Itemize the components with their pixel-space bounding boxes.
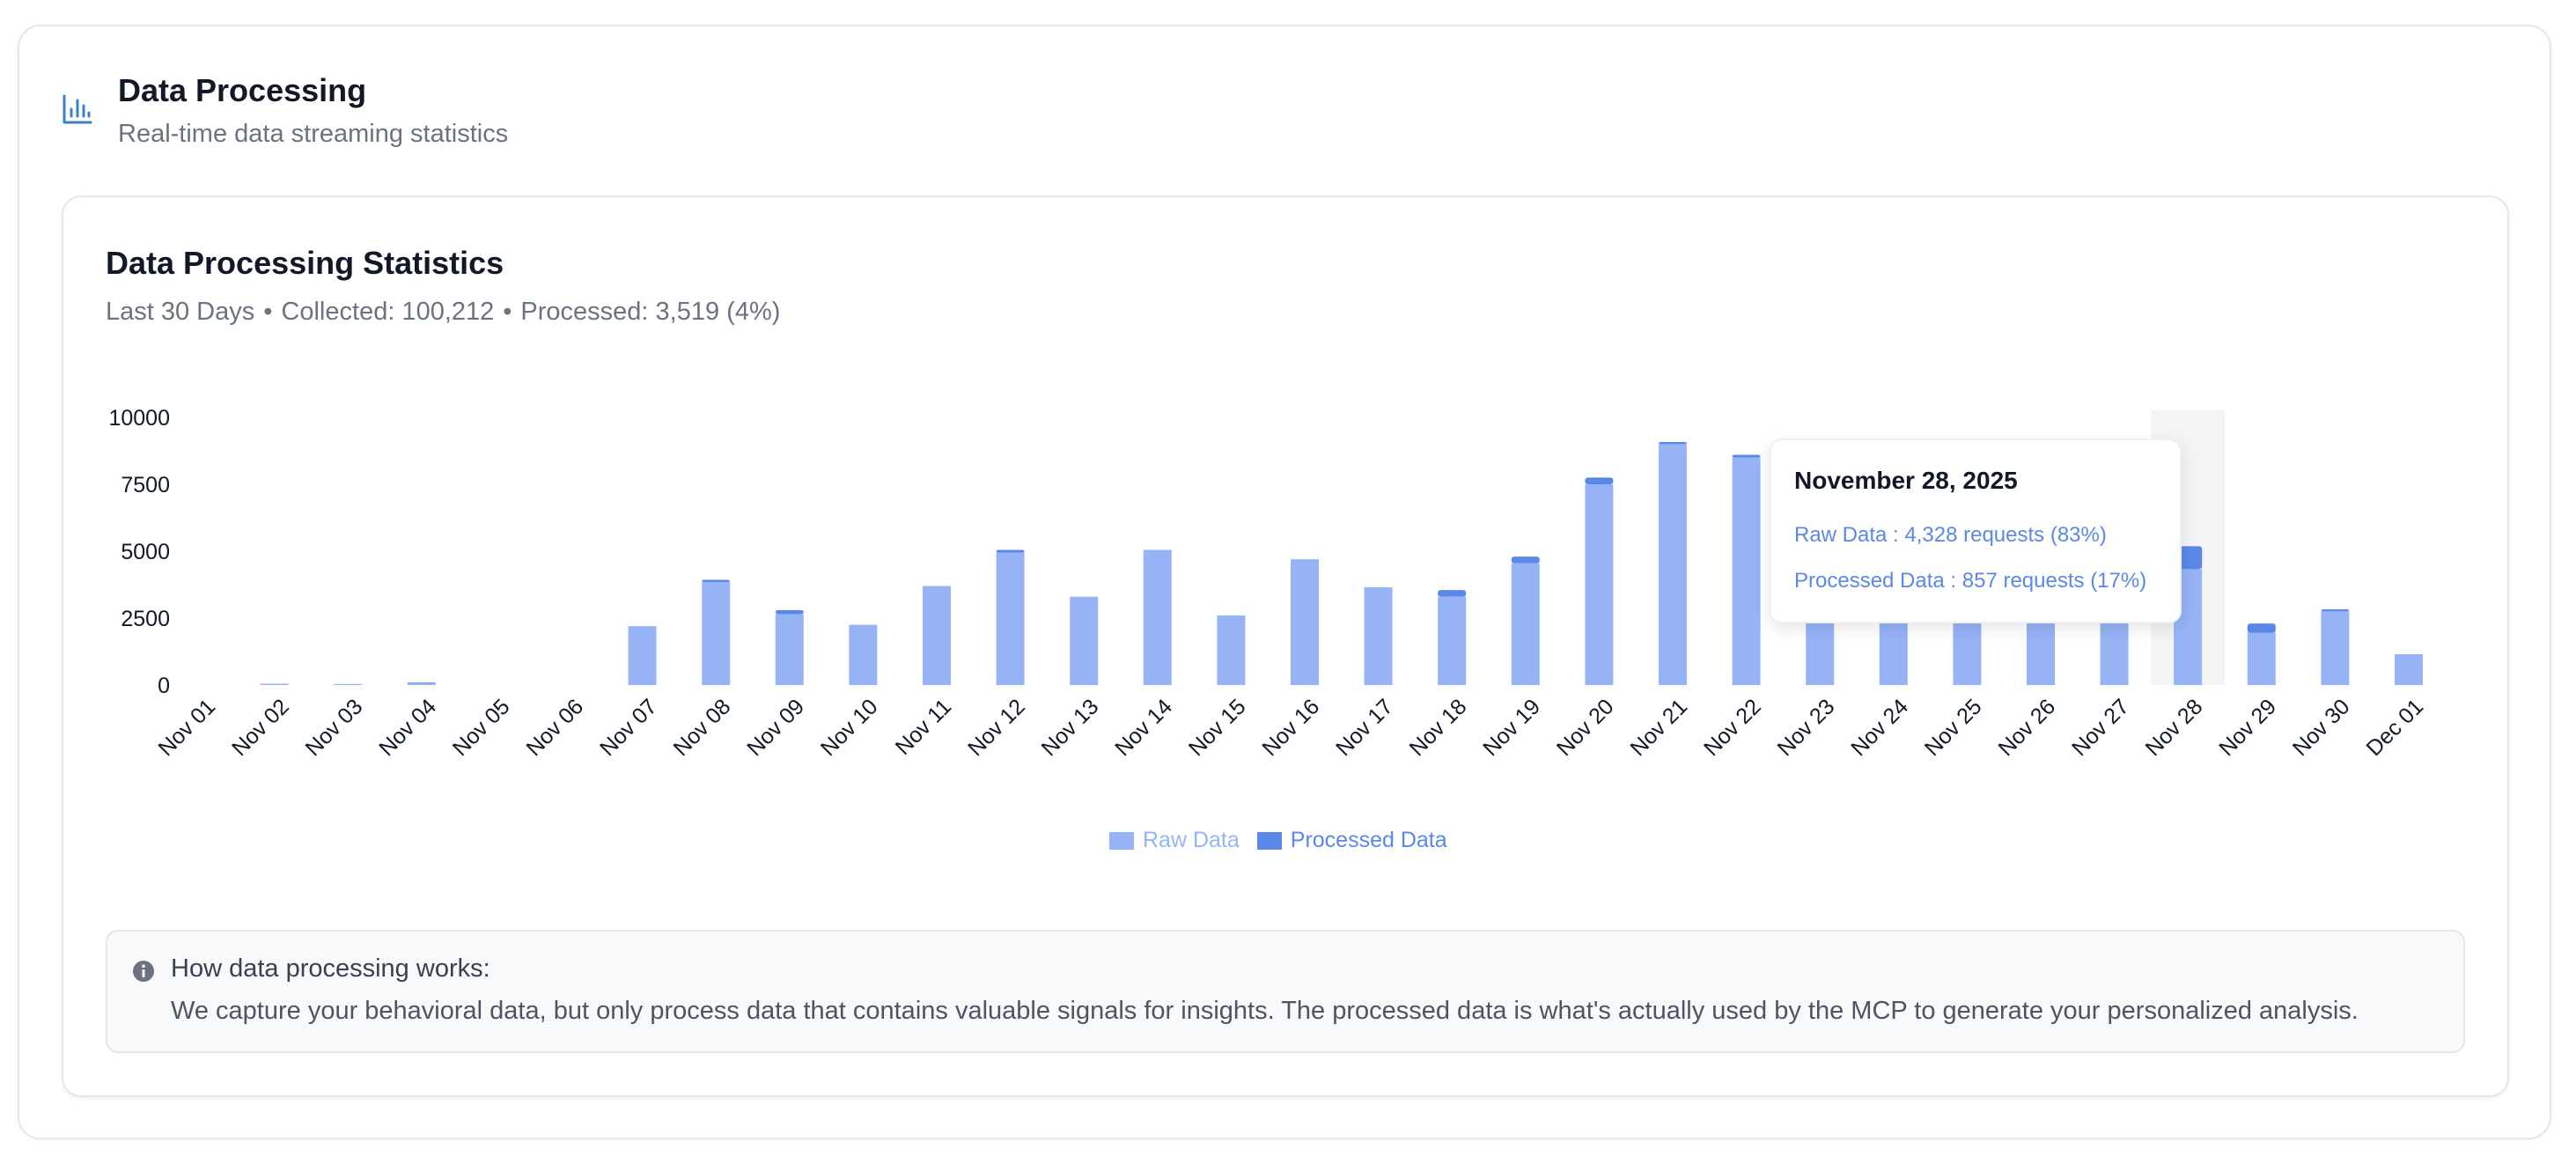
x-tick-label: Nov 04 <box>374 694 441 761</box>
bar-raw-data[interactable] <box>2395 654 2423 685</box>
bar-processed-data[interactable] <box>407 682 436 683</box>
info-title: How data processing works: <box>171 954 490 983</box>
bar-processed-data[interactable] <box>775 609 804 615</box>
x-tick-label: Nov 24 <box>1846 694 1913 761</box>
bar-raw-data[interactable] <box>1659 444 1687 685</box>
bar-raw-data[interactable] <box>1438 596 1467 685</box>
x-tick-label: Nov 11 <box>891 694 957 760</box>
bar-raw-data[interactable] <box>1585 484 1614 685</box>
page-title: Data Processing <box>118 72 367 108</box>
x-tick-label: Nov 14 <box>1110 694 1177 761</box>
bar-processed-data[interactable] <box>1659 441 1687 445</box>
bar-raw-data[interactable] <box>334 683 363 685</box>
statistics-summary: Last 30 Days • Collected: 100,212 • Processe… <box>106 298 780 327</box>
processed-count: Processed: 3,519 (4%) <box>520 298 781 326</box>
x-tick-label: Nov 22 <box>1699 694 1766 761</box>
bar-processed-data[interactable] <box>2321 608 2350 612</box>
bar-raw-data[interactable] <box>1511 563 1540 685</box>
x-tick-label: Dec 01 <box>2361 694 2428 761</box>
collected-count: Collected: 100,212 <box>281 298 495 326</box>
chart-tooltip: November 28, 2025 Raw Data : 4,328 reque… <box>1770 438 2182 623</box>
x-tick-label: Nov 13 <box>1037 694 1104 761</box>
tooltip-raw-line: Raw Data : 4,328 requests (83%) <box>1794 523 2107 547</box>
x-tick-label: Nov 10 <box>816 694 883 761</box>
y-tick-label: 2500 <box>121 607 170 631</box>
bar-raw-data[interactable] <box>702 581 731 685</box>
bar-raw-data[interactable] <box>1217 615 1246 685</box>
y-tick-label: 0 <box>158 674 170 698</box>
bar-raw-data[interactable] <box>1364 587 1393 685</box>
bar-processed-data[interactable] <box>702 579 731 582</box>
x-tick-label: Nov 23 <box>1773 694 1840 761</box>
legend-label-raw: Raw Data <box>1143 828 1240 852</box>
tooltip-date: November 28, 2025 <box>1794 467 2018 494</box>
x-tick-label: Nov 28 <box>2141 694 2208 761</box>
bar-raw-data[interactable] <box>1070 596 1099 685</box>
y-tick-label: 7500 <box>121 473 170 497</box>
x-tick-label: Nov 16 <box>1257 694 1324 761</box>
bar-raw-data[interactable] <box>849 624 878 685</box>
period-label: Last 30 Days <box>106 298 255 326</box>
bar-raw-data[interactable] <box>2247 632 2276 685</box>
raw-data-swatch <box>1109 831 1134 850</box>
x-tick-label: Nov 12 <box>963 694 1030 761</box>
bar-processed-data[interactable] <box>996 549 1025 553</box>
x-tick-label: Nov 18 <box>1405 694 1472 761</box>
x-tick-label: Nov 17 <box>1331 694 1398 761</box>
separator: • <box>503 298 512 326</box>
x-tick-label: Nov 19 <box>1478 694 1545 761</box>
processed-data-swatch <box>1256 831 1282 850</box>
x-tick-label: Nov 21 <box>1625 694 1692 761</box>
legend-label-processed: Processed Data <box>1290 828 1447 852</box>
bar-processed-data[interactable] <box>1511 556 1540 564</box>
bar-raw-data[interactable] <box>775 614 804 685</box>
x-tick-label: Nov 09 <box>742 694 809 761</box>
y-tick-label: 10000 <box>108 406 170 431</box>
info-icon <box>133 961 154 982</box>
x-tick-label: Nov 07 <box>595 694 662 761</box>
info-text: We capture your behavioral data, but onl… <box>171 997 2359 1025</box>
legend-raw-data[interactable]: Raw Data <box>1109 828 1240 853</box>
bar-processed-data[interactable] <box>1732 454 1761 458</box>
bar-raw-data[interactable] <box>1732 457 1761 685</box>
x-tick-label: Nov 29 <box>2214 694 2281 761</box>
bar-chart-icon <box>63 94 92 124</box>
chart-legend: Raw Data Processed Data <box>1109 828 1465 853</box>
x-tick-label: Nov 01 <box>153 694 220 761</box>
tooltip-processed-line: Processed Data : 857 requests (17%) <box>1794 569 2147 593</box>
bar-raw-data[interactable] <box>2321 611 2350 685</box>
x-tick-label: Nov 20 <box>1552 694 1619 761</box>
bar-processed-data[interactable] <box>1438 590 1467 597</box>
x-tick-label: Nov 15 <box>1184 694 1251 761</box>
bar-raw-data[interactable] <box>1291 559 1319 685</box>
x-tick-label: Nov 06 <box>521 694 588 761</box>
bar-raw-data[interactable] <box>1143 549 1172 685</box>
y-tick-label: 5000 <box>121 540 170 564</box>
bar-raw-data[interactable] <box>260 683 289 685</box>
x-tick-label: Nov 25 <box>1920 694 1987 761</box>
bar-raw-data[interactable] <box>996 552 1025 685</box>
bar-raw-data[interactable] <box>923 586 951 685</box>
bar-processed-data[interactable] <box>2247 623 2276 633</box>
x-tick-label: Nov 27 <box>2067 694 2134 761</box>
x-tick-label: Nov 05 <box>448 694 515 761</box>
bar-processed-data[interactable] <box>1585 477 1614 484</box>
separator: • <box>263 298 273 326</box>
x-tick-label: Nov 30 <box>2288 694 2355 761</box>
x-tick-label: Nov 03 <box>301 694 368 761</box>
legend-processed-data[interactable]: Processed Data <box>1256 828 1447 853</box>
page-subtitle: Real-time data streaming statistics <box>118 120 509 148</box>
info-box: How data processing works: We capture yo… <box>106 930 2465 1053</box>
x-tick-label: Nov 02 <box>227 694 294 761</box>
x-tick-label: Nov 26 <box>1993 694 2060 761</box>
bar-raw-data[interactable] <box>407 682 436 685</box>
statistics-title: Data Processing Statistics <box>106 245 504 281</box>
x-tick-label: Nov 08 <box>669 694 736 761</box>
bar-raw-data[interactable] <box>628 626 657 685</box>
